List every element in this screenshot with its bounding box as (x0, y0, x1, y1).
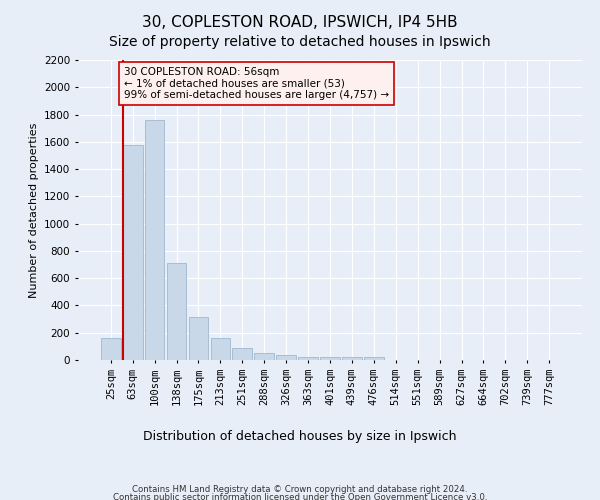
Bar (276, 355, 296, 360)
Bar (320, 358, 340, 360)
Bar (298, 356, 318, 360)
Bar (211, 338, 230, 360)
Bar (254, 352, 274, 360)
Text: 30 COPLESTON ROAD: 56sqm
← 1% of detached houses are smaller (53)
99% of semi-de: 30 COPLESTON ROAD: 56sqm ← 1% of detache… (124, 67, 389, 100)
Text: Contains HM Land Registry data © Crown copyright and database right 2024.: Contains HM Land Registry data © Crown c… (132, 485, 468, 494)
Text: Contains public sector information licensed under the Open Government Licence v3: Contains public sector information licen… (113, 492, 487, 500)
Text: Distribution of detached houses by size in Ipswich: Distribution of detached houses by size … (143, 430, 457, 443)
Bar (145, 120, 164, 360)
Bar (167, 263, 187, 360)
Text: 30, COPLESTON ROAD, IPSWICH, IP4 5HB: 30, COPLESTON ROAD, IPSWICH, IP4 5HB (142, 15, 458, 30)
Text: Size of property relative to detached houses in Ipswich: Size of property relative to detached ho… (109, 35, 491, 49)
Y-axis label: Number of detached properties: Number of detached properties (29, 122, 38, 298)
Bar (342, 358, 362, 360)
Bar (101, 338, 121, 360)
Bar (364, 358, 384, 360)
Bar (232, 348, 252, 360)
Bar (123, 144, 143, 360)
Bar (188, 317, 208, 360)
